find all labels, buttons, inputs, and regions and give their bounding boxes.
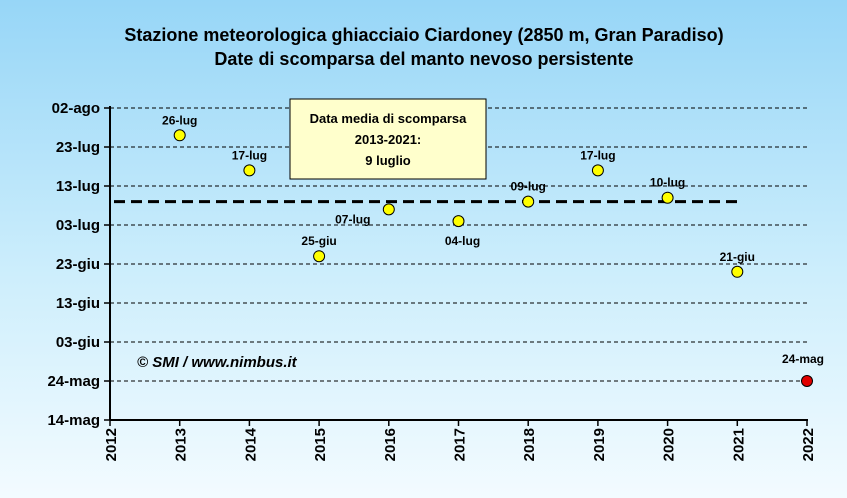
data-label-2019: 17-lug	[580, 148, 615, 162]
data-point-2014	[243, 164, 256, 177]
annotation-line-2: 9 luglio	[365, 153, 411, 168]
y-tick-label-6: 03-giu	[56, 334, 100, 351]
axes: 02-ago 23-lug 13-lug 03-lug 23-giu 13-giu 03-g…	[47, 100, 817, 461]
data-label-2021: 21-giu	[720, 250, 755, 264]
chart-title: Stazione meteorologica ghiacciaio Ciardo…	[124, 25, 723, 45]
data-label-2017: 04-lug	[445, 234, 480, 248]
annotation-box: Data media di scomparsa 2013-2021: 9 lugli…	[289, 98, 487, 180]
y-tick-label-3: 03-lug	[56, 217, 100, 234]
x-tick-label-10: 2022	[800, 428, 817, 461]
data-label-2014: 17-lug	[232, 148, 267, 162]
data-label-2020: 10-lug	[650, 176, 685, 190]
data-point-2015	[313, 250, 326, 263]
data-point-2020	[661, 191, 674, 204]
x-tick-label-8: 2020	[661, 428, 678, 461]
x-tick-label-7: 2019	[591, 428, 608, 461]
chart-subtitle: Date di scomparsa del manto nevoso persi…	[214, 49, 633, 69]
y-tick-label-1: 23-lug	[56, 139, 100, 156]
x-tick-label-5: 2017	[452, 428, 469, 461]
data-point-2021	[731, 265, 744, 278]
data-label-2018: 09-lug	[511, 180, 546, 194]
y-tick-label-5: 13-giu	[56, 295, 100, 312]
x-tick-label-3: 2015	[312, 428, 329, 461]
data-point-2017	[452, 215, 465, 228]
annotation-rect	[289, 98, 487, 180]
annotation-line-0: Data media di scomparsa	[310, 111, 468, 126]
x-tick-label-0: 2012	[103, 428, 120, 461]
x-tick-label-4: 2016	[382, 428, 399, 461]
x-tick-label-6: 2018	[521, 428, 538, 461]
data-label-2016: 07-lug	[335, 212, 370, 226]
data-label-2015: 25-giu	[301, 234, 336, 248]
data-point-2018	[522, 195, 535, 208]
data-label-2013: 26-lug	[162, 113, 197, 127]
y-tick-label-4: 23-giu	[56, 256, 100, 273]
y-tick-label-7: 24-mag	[47, 373, 100, 390]
y-tick-label-2: 13-lug	[56, 178, 100, 195]
data-points: 26-lug 17-lug 25-giu 07-lug 04-lug 09-lug 17-l…	[162, 113, 824, 387]
x-tick-label-1: 2013	[173, 428, 190, 461]
data-point-2019	[591, 164, 604, 177]
data-point-2022	[801, 375, 813, 387]
data-point-2016	[382, 203, 395, 216]
y-tick-label-8: 14-mag	[47, 412, 100, 429]
data-point-2013	[173, 129, 186, 142]
x-tick-label-2: 2014	[242, 427, 259, 461]
x-tick-label-9: 2021	[730, 428, 747, 461]
annotation-line-1: 2013-2021:	[355, 132, 422, 147]
y-tick-label-0: 02-ago	[52, 100, 100, 117]
credit-text: © SMI / www.nimbus.it	[137, 354, 298, 371]
data-label-2022: 24-mag	[782, 352, 824, 366]
